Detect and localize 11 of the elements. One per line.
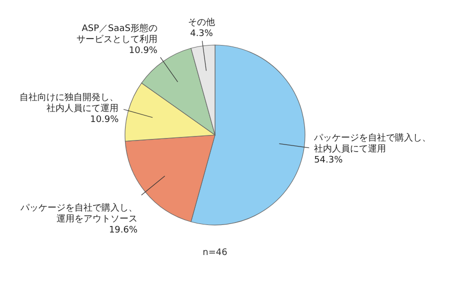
data-label: 10.9% [128, 46, 158, 56]
slice-label: パッケージを自社で購入し、運用をアウトソース [20, 202, 138, 224]
data-label: 19.6% [108, 225, 138, 236]
slice-label: ASP／SaaS形態のサービスとして利用 [76, 23, 158, 46]
slice-label: その他 [188, 16, 216, 28]
slice-label: 自社向けに独自開発し、社内人員にて運用 [20, 92, 119, 114]
data-label: 10.9% [90, 115, 120, 126]
slice-label: パッケージを自社で購入し、社内人員にて運用 [313, 132, 432, 154]
data-label: 4.3% [190, 28, 214, 39]
text: n=46 [202, 248, 228, 258]
data-label: 54.3% [314, 155, 344, 166]
